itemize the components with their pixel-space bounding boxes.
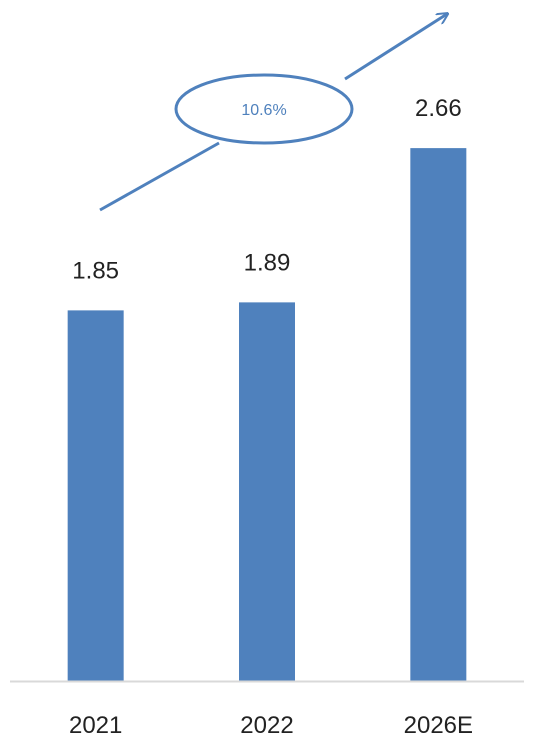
growth-annotation: 10.6% [99, 14, 447, 212]
growth-rate-label: 10.6% [241, 102, 286, 119]
bar-value-label-2026e: 2.66 [415, 95, 462, 122]
bar-2026e [410, 148, 467, 681]
bar-value-label-2022: 1.89 [244, 249, 291, 276]
x-tick-label-group: 2021 2022 2026E [69, 712, 473, 739]
growth-arrow-lower [99, 141, 220, 212]
growth-rate-ellipse [174, 73, 354, 145]
bar-group [67, 148, 467, 681]
bar-2022 [239, 302, 295, 681]
x-tick-label-2022: 2022 [240, 712, 293, 739]
bar-2021 [67, 310, 124, 681]
x-tick-label-2021: 2021 [69, 712, 122, 739]
bar-value-label-2021: 1.85 [72, 257, 119, 284]
value-label-group: 1.85 1.89 2.66 [72, 95, 461, 284]
growth-arrow-upper [344, 14, 447, 81]
x-tick-label-2026e: 2026E [404, 712, 473, 739]
